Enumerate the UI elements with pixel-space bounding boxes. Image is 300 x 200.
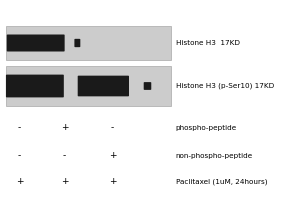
Text: -: -: [111, 123, 114, 132]
Text: +: +: [109, 152, 116, 160]
FancyBboxPatch shape: [144, 82, 151, 90]
Text: -: -: [18, 152, 21, 160]
FancyBboxPatch shape: [6, 75, 64, 97]
Text: non-phospho-peptide: non-phospho-peptide: [176, 153, 253, 159]
Text: Histone H3  17KD: Histone H3 17KD: [176, 40, 239, 46]
Bar: [6, 66, 171, 106]
Text: +: +: [16, 178, 23, 186]
Text: -: -: [63, 152, 66, 160]
Text: Paclitaxel (1uM, 24hours): Paclitaxel (1uM, 24hours): [176, 179, 267, 185]
FancyBboxPatch shape: [7, 34, 65, 52]
Text: Histone H3 (p-Ser10) 17KD: Histone H3 (p-Ser10) 17KD: [176, 83, 274, 89]
FancyBboxPatch shape: [74, 39, 80, 47]
Text: +: +: [61, 123, 68, 132]
FancyBboxPatch shape: [78, 76, 129, 96]
Bar: [6, 26, 171, 60]
Text: +: +: [61, 178, 68, 186]
Text: +: +: [109, 178, 116, 186]
Text: phospho-peptide: phospho-peptide: [176, 125, 237, 131]
Text: -: -: [18, 123, 21, 132]
